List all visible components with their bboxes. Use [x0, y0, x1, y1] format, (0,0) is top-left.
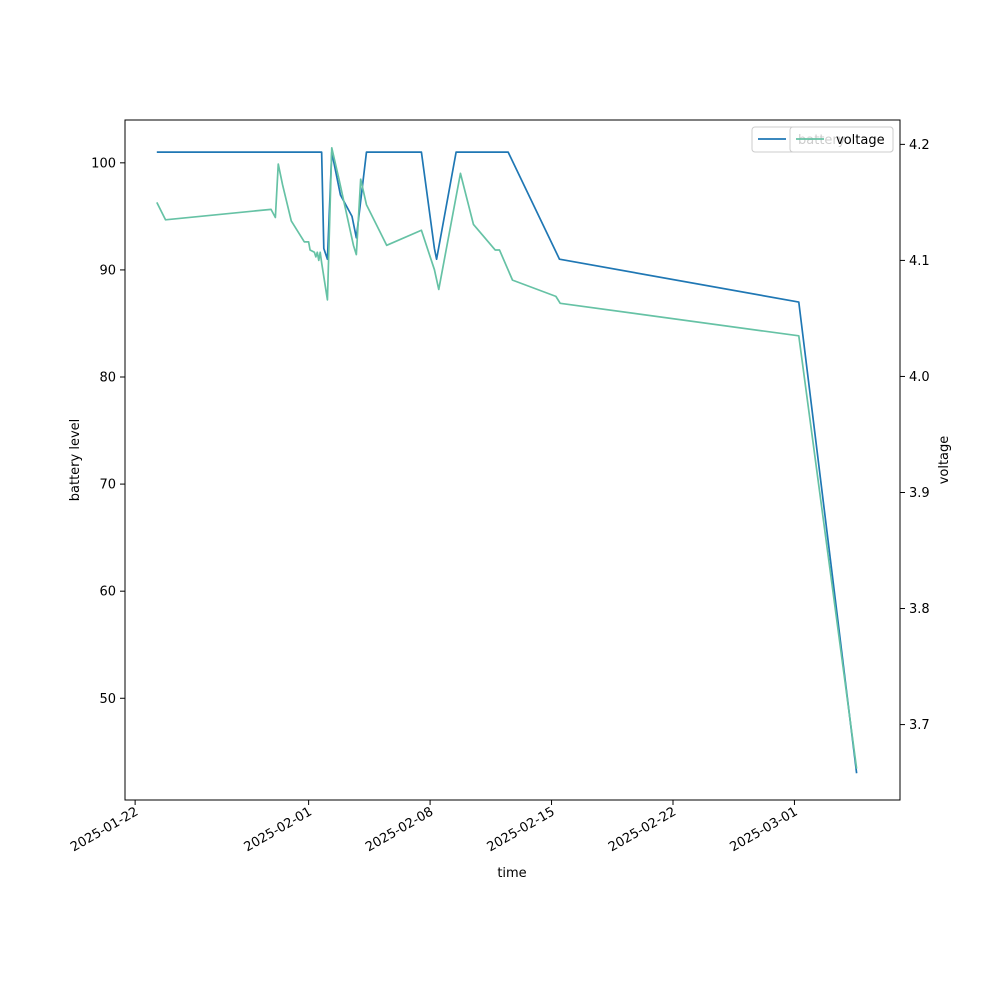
x-tick-label: 2025-02-22 — [606, 804, 679, 855]
y-left-tick-label: 80 — [99, 371, 116, 386]
legend-label: voltage — [836, 133, 885, 148]
x-axis-title: time — [497, 866, 526, 881]
x-axis: 2025-01-22 2025-02-01 2025-02-08 2025-02-15… — [68, 800, 800, 855]
series-line-voltage — [156, 147, 858, 769]
y-left-tick-label: 70 — [99, 478, 116, 493]
y-right-tick-label: 3.9 — [909, 486, 930, 501]
x-tick-label: 2025-01-22 — [68, 804, 141, 855]
y-left-tick-label: 100 — [91, 156, 116, 171]
y-right-tick-label: 4.1 — [909, 254, 930, 269]
y-axis-left-title: battery level — [68, 419, 83, 502]
y-left-tick-label: 90 — [99, 263, 116, 278]
legend-box-voltage: voltage — [789, 126, 894, 153]
y-axis-right-title: voltage — [937, 436, 952, 485]
plot-frame — [124, 119, 901, 801]
y-right-tick-label: 3.7 — [909, 718, 930, 733]
x-tick-label: 2025-02-01 — [242, 804, 315, 855]
x-tick-label: 2025-02-15 — [485, 804, 558, 855]
series-layer — [156, 147, 858, 774]
y-right-tick-label: 3.8 — [909, 602, 930, 617]
x-tick-label: 2025-02-08 — [363, 804, 436, 855]
legend: batteryvoltage — [751, 126, 894, 153]
x-tick-label: 2025-03-01 — [728, 804, 801, 855]
legend-frame — [789, 126, 894, 153]
y-axis-left: 50 60 70 80 90 100 — [91, 156, 125, 707]
y-right-tick-label: 4.0 — [909, 370, 930, 385]
series-line-battery — [156, 151, 858, 774]
y-left-tick-label: 60 — [99, 585, 116, 600]
y-right-tick-label: 4.2 — [909, 138, 930, 153]
y-left-tick-label: 50 — [99, 692, 116, 707]
y-axis-right: 3.7 3.8 3.9 4.0 4.1 4.2 — [900, 138, 930, 733]
